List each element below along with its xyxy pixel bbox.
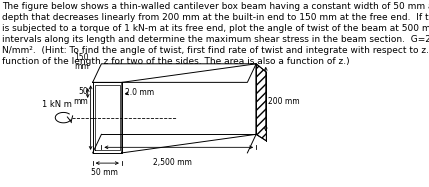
Polygon shape	[256, 64, 266, 141]
Text: 1 kN m: 1 kN m	[42, 100, 72, 109]
Text: 50
mm: 50 mm	[73, 87, 88, 106]
Text: 150
mm: 150 mm	[74, 53, 89, 71]
Text: 200 mm: 200 mm	[268, 97, 299, 106]
Text: 2,500 mm: 2,500 mm	[154, 158, 192, 168]
Text: The figure below shows a thin-walled cantilever box beam having a constant width: The figure below shows a thin-walled can…	[2, 2, 429, 66]
Text: 2.0 mm: 2.0 mm	[125, 88, 154, 97]
Text: 50 mm: 50 mm	[91, 168, 118, 177]
